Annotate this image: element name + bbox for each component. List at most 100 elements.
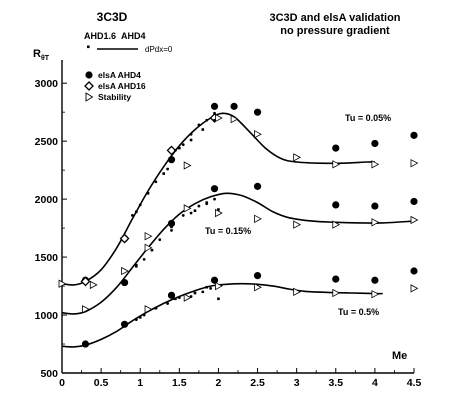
legend-marker-filled-circle bbox=[85, 71, 93, 79]
stability-point bbox=[183, 161, 192, 170]
stability-point bbox=[215, 113, 223, 123]
ahd1-6-point bbox=[162, 172, 165, 175]
ahd4-point bbox=[134, 318, 138, 322]
ahd1-6-point bbox=[189, 138, 193, 142]
elsa-ahd4-point bbox=[210, 102, 219, 110]
x-axis-label: Me bbox=[392, 350, 407, 362]
elsa-ahd4-point bbox=[332, 275, 340, 283]
x-tick-label: 3.5 bbox=[328, 377, 343, 389]
y-axis-label: RθT bbox=[33, 48, 50, 62]
legend: AHD1.6 AHD4 dPdx=0 elsA AHD4 elsA AHD16 … bbox=[84, 31, 173, 102]
stability-point bbox=[371, 160, 380, 169]
x-tick-label: 2.5 bbox=[250, 377, 265, 389]
annotation-tu-0-05: Tu = 0.05% bbox=[345, 113, 391, 123]
elsa-ahd4-point bbox=[230, 102, 238, 110]
ahd4-point bbox=[142, 257, 146, 261]
legend-marker-small-square bbox=[87, 45, 90, 49]
elsa-ahd4-point bbox=[332, 201, 340, 209]
y-tick-label: 2000 bbox=[35, 194, 59, 206]
ahd1-6-point bbox=[217, 208, 220, 211]
legend-label-ahd4: AHD4 bbox=[121, 31, 146, 41]
stability-point bbox=[215, 208, 223, 218]
ahd1-6-point bbox=[174, 297, 177, 301]
ahd4-point bbox=[158, 238, 162, 242]
chart-title: 3C3D and elsA validation bbox=[269, 12, 400, 24]
ahd1-6-point bbox=[138, 316, 142, 319]
elsa-ahd4-point bbox=[210, 276, 219, 284]
stability-point bbox=[410, 284, 419, 293]
y-tick-label: 1500 bbox=[35, 252, 59, 264]
y-tick-label: 500 bbox=[40, 368, 58, 380]
stability-point bbox=[89, 280, 98, 290]
ahd4-point bbox=[177, 296, 181, 300]
elsa-ahd4-point bbox=[371, 139, 379, 148]
dpdx-curve-1 bbox=[61, 192, 415, 315]
ahd4-point bbox=[138, 203, 142, 207]
stability-point bbox=[144, 243, 153, 252]
stability-point bbox=[293, 153, 302, 162]
elsa-ahd4-point bbox=[81, 340, 90, 348]
legend-label-stability: Stability bbox=[98, 92, 131, 102]
y-tick-label: 1000 bbox=[35, 310, 59, 322]
ahd1-6-point bbox=[193, 291, 197, 295]
elsa-ahd16-point bbox=[119, 233, 130, 244]
ahd4-point bbox=[174, 149, 177, 152]
legend-marker-open-diamond bbox=[84, 81, 94, 91]
ahd4-point bbox=[154, 180, 158, 184]
elsa-ahd4-point bbox=[410, 197, 418, 206]
stability-point bbox=[371, 218, 380, 227]
ahd1-6-point bbox=[170, 225, 173, 229]
ahd4-point bbox=[189, 132, 193, 136]
ahd1-6-point bbox=[205, 285, 209, 289]
ahd4-point bbox=[205, 118, 209, 122]
ahd1-6-point bbox=[135, 263, 138, 267]
ahd1-6-point bbox=[135, 210, 138, 214]
elsa-ahd4-point bbox=[371, 202, 379, 210]
axes: 0 0.5 1 1.5 2 2.5 3 3.5 4 4.5 500 1000 1500 2000 2500 3… bbox=[35, 60, 422, 389]
annotation-tu-0-15: Tu = 0.15% bbox=[205, 226, 251, 236]
stability-point bbox=[293, 220, 302, 229]
ahd4-point bbox=[131, 213, 134, 217]
elsa-ahd4-point bbox=[167, 156, 176, 164]
ahd1-6-point bbox=[213, 118, 216, 122]
elsa-ahd4-point bbox=[167, 291, 176, 299]
ahd1-6-point bbox=[150, 248, 154, 252]
legend-label-ahd1-6: AHD1.6 bbox=[84, 31, 116, 41]
elsa-ahd4-point bbox=[120, 278, 129, 287]
chart-subtitle: no pressure gradient bbox=[280, 25, 390, 37]
x-tick-label: 2 bbox=[216, 377, 222, 389]
stability-point bbox=[144, 232, 153, 241]
ahd4-point bbox=[197, 123, 201, 127]
points bbox=[58, 102, 419, 348]
elsa-ahd16-point bbox=[166, 145, 177, 156]
ahd1-6-point bbox=[193, 209, 197, 213]
ahd4-point bbox=[197, 204, 201, 208]
stability-point bbox=[215, 281, 223, 291]
x-tick-label: 4.5 bbox=[407, 377, 422, 389]
stability-point bbox=[332, 160, 341, 169]
ahd4-point bbox=[189, 211, 193, 215]
stability-point bbox=[58, 279, 67, 288]
dpdx-curve-0 bbox=[61, 112, 375, 286]
ahd4-point bbox=[166, 167, 170, 171]
stability-point bbox=[410, 159, 419, 168]
stability-point bbox=[371, 290, 380, 299]
ahd1-6-point bbox=[205, 201, 209, 204]
x-tick-label: 1.5 bbox=[172, 377, 187, 389]
ahd4-point bbox=[201, 290, 205, 294]
stability-point bbox=[254, 214, 262, 223]
stability-point bbox=[332, 220, 341, 229]
stability-point bbox=[254, 130, 262, 139]
x-tick-label: 4 bbox=[372, 377, 378, 389]
legend-label-dpdx: dPdx=0 bbox=[145, 45, 173, 54]
elsa-ahd16-point bbox=[80, 276, 91, 287]
legend-label-elsa-ahd4: elsA AHD4 bbox=[98, 70, 141, 80]
stability-point bbox=[183, 204, 192, 213]
elsa-ahd4-point bbox=[371, 276, 379, 284]
x-tick-label: 3 bbox=[294, 377, 300, 389]
x-tick-label: 0.5 bbox=[94, 377, 109, 389]
annotation-tu-0-5: Tu = 0.5% bbox=[338, 307, 379, 317]
elsa-ahd4-point bbox=[253, 182, 262, 190]
legend-marker-open-triangle bbox=[85, 92, 94, 102]
y-axis-label-main: R bbox=[33, 48, 41, 60]
